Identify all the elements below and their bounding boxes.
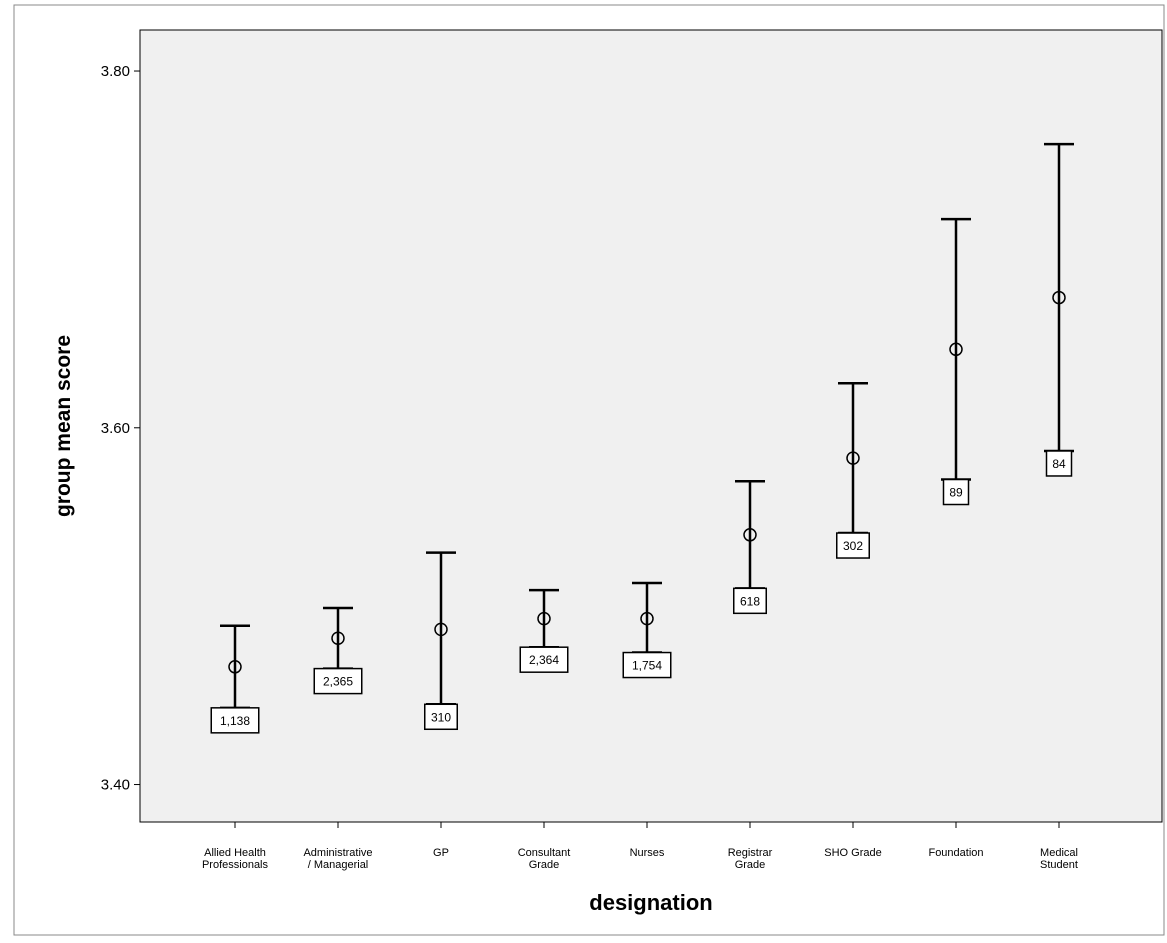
x-tick-label-line: Medical (1040, 847, 1078, 859)
y-axis-label: group mean score (52, 335, 75, 517)
count-label: 84 (1052, 457, 1066, 471)
x-tick-label: Consultant Grade (518, 847, 571, 871)
x-tick-label: Foundation (928, 847, 983, 859)
mean-marker (846, 451, 860, 465)
y-tick-label: 3.40 (101, 777, 130, 794)
count-label: 1,754 (632, 659, 662, 673)
x-tick-label: Registrar Grade (728, 847, 773, 871)
count-label: 302 (843, 539, 863, 553)
mean-marker (434, 622, 448, 637)
count-box (622, 651, 672, 679)
mean-marker (331, 631, 345, 646)
x-tick-label: GP (433, 847, 449, 859)
x-tick-label-line: Allied Health (204, 847, 266, 859)
x-tick-label-line: SHO Grade (824, 847, 881, 859)
count-box (313, 667, 363, 695)
count-label: 2,364 (529, 653, 559, 667)
x-tick-label-line: Registrar (728, 847, 773, 859)
x-tick-label-line: Consultant (518, 847, 571, 859)
count-box (942, 478, 970, 506)
count-box (1045, 450, 1073, 477)
x-tick-label-line: / Managerial (308, 859, 369, 871)
count-box (733, 587, 767, 615)
mean-marker (1052, 290, 1066, 305)
count-label: 2,365 (323, 675, 353, 689)
count-box (424, 703, 458, 731)
count-label: 89 (949, 486, 963, 500)
x-tick-label-line: Foundation (928, 847, 983, 859)
x-tick-label-line: Student (1040, 859, 1078, 871)
mean-marker (949, 342, 963, 357)
x-axis-label: designation (589, 890, 712, 915)
x-tick-label: Allied Health Professionals (202, 847, 269, 871)
mean-marker (640, 611, 654, 626)
y-tick-label: 3.80 (101, 63, 130, 80)
x-tick-label: Medical Student (1040, 847, 1078, 871)
x-tick-label: Nurses (630, 847, 665, 859)
x-tick-label-line: GP (433, 847, 449, 859)
y-tick-label: 3.60 (101, 420, 130, 437)
count-box (210, 707, 260, 734)
x-tick-label: SHO Grade (824, 847, 881, 859)
x-tick-label-line: Administrative (303, 847, 372, 859)
mean-marker (743, 528, 757, 542)
plot-area (139, 29, 1163, 823)
count-box (836, 532, 870, 559)
mean-marker (537, 611, 551, 626)
count-label: 310 (431, 710, 451, 724)
x-tick-label-line: Grade (735, 859, 766, 871)
mean-marker (228, 660, 242, 674)
x-tick-label-line: Grade (529, 859, 560, 871)
x-tick-label: Administrative / Managerial (303, 847, 372, 871)
x-tick-label-line: Nurses (630, 847, 665, 859)
count-label: 1,138 (220, 714, 250, 728)
count-box (519, 646, 569, 673)
count-label: 618 (740, 594, 760, 608)
x-tick-label-line: Professionals (202, 859, 269, 871)
